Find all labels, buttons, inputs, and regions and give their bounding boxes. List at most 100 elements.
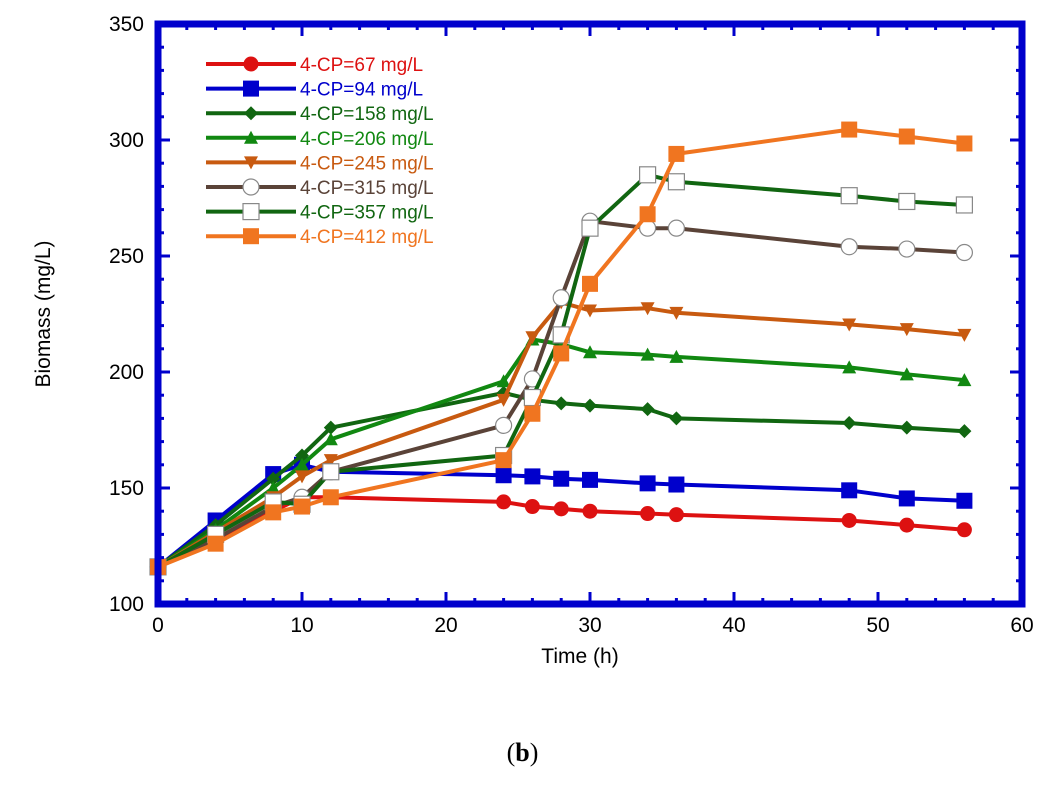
point-4-cp-245-mg-l-9 [640, 302, 655, 316]
point-4-cp-412-mg-l-6 [524, 405, 541, 422]
x-tick-label: 60 [1010, 614, 1033, 637]
point-4-cp-412-mg-l-12 [898, 128, 915, 145]
point-4-cp-412-mg-l-4 [322, 489, 339, 506]
point-4-cp-412-mg-l-7 [553, 345, 570, 362]
caption-close: ) [529, 738, 539, 767]
point-4-cp-158-mg-l-10 [669, 411, 684, 426]
legend-marker-4-cp-206-mg-l [244, 130, 258, 144]
legend-label-4-cp-94-mg-l: 4-CP=94 mg/L [300, 80, 423, 101]
point-4-cp-357-mg-l-4 [322, 463, 340, 481]
y-axis-title: Biomass (mg/L) [32, 240, 55, 387]
point-4-cp-206-mg-l-12 [899, 367, 914, 381]
legend-label-4-cp-206-mg-l: 4-CP=206 mg/L [300, 129, 434, 150]
point-4-cp-315-mg-l-7 [552, 289, 570, 307]
point-4-cp-412-mg-l-11 [841, 121, 858, 138]
legend-label-4-cp-67-mg-l: 4-CP=67 mg/L [300, 55, 423, 76]
point-4-cp-158-mg-l-3 [295, 448, 309, 463]
point-4-cp-158-mg-l-9 [640, 402, 655, 417]
x-tick-label: 40 [722, 614, 745, 637]
y-tick-label: 300 [109, 129, 144, 152]
legend-entry-4-cp-158-mg-l: 4-CP=158 mg/L [206, 104, 434, 125]
point-4-cp-245-mg-l-4 [323, 454, 338, 468]
point-4-cp-412-mg-l-3 [294, 498, 310, 515]
x-tick-label: 0 [152, 614, 164, 637]
point-4-cp-67-mg-l-12 [899, 517, 915, 533]
point-4-cp-94-mg-l-7 [553, 470, 570, 487]
legend-label-4-cp-357-mg-l: 4-CP=357 mg/L [300, 203, 434, 224]
point-4-cp-94-mg-l-8 [582, 471, 598, 488]
point-4-cp-412-mg-l-1 [207, 535, 224, 552]
legend-label-4-cp-158-mg-l: 4-CP=158 mg/L [300, 104, 434, 125]
point-4-cp-357-mg-l-13 [955, 196, 974, 214]
x-tick-label: 10 [290, 614, 313, 637]
point-4-cp-67-mg-l-13 [956, 522, 972, 538]
legend: 4-CP=67 mg/L 4-CP=94 mg/L 4-CP=158 mg/L 4-C… [206, 55, 434, 248]
point-4-cp-158-mg-l-2 [266, 471, 281, 486]
point-4-cp-94-mg-l-10 [668, 476, 685, 493]
legend-entry-4-cp-315-mg-l: 4-CP=315 mg/L [206, 178, 434, 199]
legend-label-4-cp-245-mg-l: 4-CP=245 mg/L [300, 153, 434, 174]
caption-open: ( [506, 738, 516, 767]
line-4-cp-158-mg-l [156, 390, 965, 569]
point-4-cp-245-mg-l-5 [496, 393, 511, 407]
series-4-cp-412-mg-l [150, 121, 973, 575]
figure-caption: (b) [0, 738, 1045, 768]
point-4-cp-315-mg-l-11 [840, 238, 858, 256]
point-4-cp-94-mg-l-9 [639, 475, 656, 492]
point-4-cp-206-mg-l-4 [323, 432, 338, 446]
point-4-cp-206-mg-l-9 [640, 347, 655, 361]
point-4-cp-412-mg-l-10 [668, 145, 685, 162]
point-4-cp-315-mg-l-5 [495, 416, 513, 434]
legend-marker-4-cp-94-mg-l [243, 80, 259, 97]
point-4-cp-357-mg-l-9 [638, 166, 657, 184]
legend-marker-4-cp-412-mg-l [243, 228, 259, 245]
axis-ticks: 0 10 20 30 40 50 60 100 150 200 250 300 350 [109, 13, 1034, 637]
y-tick-label: 250 [109, 245, 144, 268]
point-4-cp-245-mg-l-3 [295, 470, 309, 484]
point-4-cp-245-mg-l-12 [899, 323, 914, 337]
y-tick-label: 200 [109, 361, 144, 384]
point-4-cp-245-mg-l-10 [669, 306, 684, 320]
y-tick-label: 150 [109, 477, 144, 500]
point-4-cp-67-mg-l-7 [553, 501, 569, 517]
point-4-cp-206-mg-l-2 [266, 481, 281, 494]
line-4-cp-206-mg-l [156, 337, 965, 569]
point-4-cp-315-mg-l-13 [955, 243, 974, 262]
point-4-cp-206-mg-l-13 [957, 373, 972, 387]
series-4-cp-206-mg-l [151, 332, 972, 573]
point-4-cp-158-mg-l-4 [323, 420, 338, 435]
point-4-cp-67-mg-l-6 [524, 499, 540, 515]
legend-marker-4-cp-245-mg-l [244, 156, 258, 170]
point-4-cp-94-mg-l-5 [495, 467, 512, 484]
x-axis-title: Time (h) [541, 645, 618, 668]
y-tick-label: 100 [109, 593, 144, 616]
point-4-cp-158-mg-l-8 [583, 398, 597, 413]
point-4-cp-245-mg-l-11 [842, 318, 857, 332]
legend-marker-4-cp-67-mg-l [243, 56, 259, 72]
point-4-cp-67-mg-l-11 [841, 512, 857, 528]
x-tick-label: 30 [578, 614, 601, 637]
series-layer [149, 121, 974, 576]
point-4-cp-245-mg-l-6 [525, 331, 540, 345]
point-4-cp-158-mg-l-11 [842, 416, 857, 431]
point-4-cp-412-mg-l-9 [639, 206, 656, 223]
legend-marker-4-cp-315-mg-l [242, 178, 260, 196]
caption-letter: b [515, 738, 530, 767]
point-4-cp-67-mg-l-8 [582, 503, 598, 519]
point-4-cp-158-mg-l-12 [899, 420, 914, 435]
legend-label-4-cp-412-mg-l: 4-CP=412 mg/L [300, 227, 434, 248]
point-4-cp-94-mg-l-11 [841, 482, 858, 499]
point-4-cp-206-mg-l-8 [583, 345, 597, 359]
legend-marker-4-cp-357-mg-l [242, 203, 260, 221]
legend-entry-4-cp-245-mg-l: 4-CP=245 mg/L [206, 153, 434, 174]
legend-marker-4-cp-158-mg-l [244, 106, 258, 121]
point-4-cp-412-mg-l-8 [582, 275, 598, 292]
point-4-cp-357-mg-l-8 [581, 219, 599, 237]
biomass-chart: 0 10 20 30 40 50 60 100 150 200 250 300 350 4-CP=67 … [32, 13, 1034, 668]
point-4-cp-206-mg-l-3 [295, 457, 309, 471]
legend-entry-4-cp-94-mg-l: 4-CP=94 mg/L [206, 80, 423, 101]
legend-entry-4-cp-357-mg-l: 4-CP=357 mg/L [206, 203, 434, 224]
x-tick-label: 20 [434, 614, 457, 637]
point-4-cp-94-mg-l-6 [524, 468, 541, 485]
legend-entry-4-cp-67-mg-l: 4-CP=67 mg/L [206, 55, 423, 76]
